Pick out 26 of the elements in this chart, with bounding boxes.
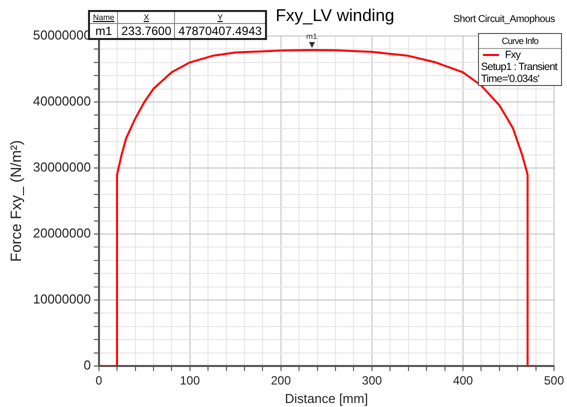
x-tick-label: 500 (544, 374, 564, 388)
x-tick-label: 400 (452, 374, 474, 388)
x-tick-label: 0 (95, 374, 102, 388)
y-tick-label: 0 (84, 358, 91, 373)
y-tick-label: 20000000 (32, 226, 91, 241)
legend-title: Curve Info (479, 34, 561, 49)
y-tick-label: 30000000 (32, 160, 91, 175)
annotation: Setup1 : Transient (480, 61, 559, 73)
text: Name (89, 11, 118, 24)
text: X (118, 11, 175, 24)
annotation: m1 (89, 24, 118, 39)
annotation: Time='0.034s' (480, 73, 540, 85)
x-tick-label: 300 (362, 374, 382, 388)
y-axis-title: Force Fxy_ (N/m²) (8, 140, 26, 262)
annotation: m1 (306, 32, 318, 42)
legend-label: Fxy (504, 49, 522, 61)
annotation: 47870407.4943 (174, 24, 266, 39)
annotation: 233.7600 (118, 24, 175, 39)
chart-title: Fxy_LV winding (276, 6, 394, 25)
text: Y (174, 11, 266, 24)
x-axis-title: Distance [mm] (284, 390, 368, 406)
x-tick-label: 100 (180, 374, 200, 388)
y-tick-label: 10000000 (32, 292, 91, 307)
text: Short Circuit_Amophous (453, 14, 555, 25)
x-tick-label: 200 (270, 374, 292, 388)
y-tick-label: 40000000 (32, 94, 91, 109)
